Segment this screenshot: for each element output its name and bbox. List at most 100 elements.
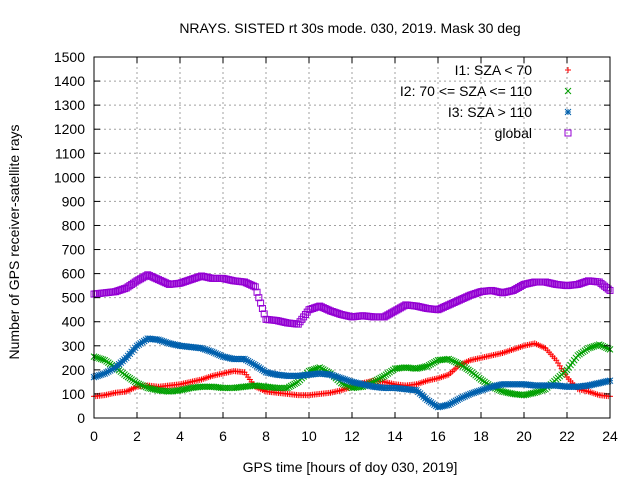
series-4-point [466, 291, 474, 299]
x-tick-label: 8 [262, 428, 270, 444]
y-tick-label: 500 [62, 290, 86, 306]
series-4-point [434, 306, 442, 314]
series-2-point [425, 361, 433, 369]
series-4-point [180, 278, 188, 286]
series-4-point [473, 289, 481, 297]
series-1 [91, 340, 613, 400]
series-2-point [534, 388, 542, 395]
series-4-point [113, 287, 121, 295]
series-2-point [97, 355, 105, 363]
series-4-point [140, 273, 148, 281]
series-2-point [422, 363, 429, 371]
series-4-point [583, 277, 591, 285]
series-2-point [379, 373, 386, 381]
legend-marker [564, 87, 572, 95]
legend-entry: I2: 70 <= SZA <= 110 [400, 83, 572, 99]
series-4-point [443, 302, 451, 310]
y-tick-label: 700 [62, 242, 86, 258]
series-4-point [181, 277, 189, 285]
series-4-point [574, 280, 582, 288]
series-2-point [285, 383, 293, 391]
y-tick-label: 1500 [54, 49, 85, 65]
series-4-point [459, 294, 467, 302]
series-4-point [441, 302, 449, 310]
x-tick-label: 2 [133, 428, 141, 444]
series-4-point [242, 279, 250, 287]
series-4-point [244, 280, 252, 288]
legend-label: global [495, 125, 532, 141]
series-2-point [597, 342, 605, 349]
series-2-point [139, 382, 146, 389]
series-2-point [431, 358, 438, 366]
y-tick-label: 900 [62, 193, 86, 209]
series-4-point [300, 313, 308, 321]
series-2-point [316, 364, 324, 371]
series-4-point [294, 320, 302, 328]
series-4-point [189, 275, 197, 283]
series-4-point [178, 279, 186, 287]
series-4-point [196, 273, 204, 281]
series-4-point [328, 308, 336, 316]
series-4-point [518, 281, 526, 289]
series-2-point [427, 360, 435, 368]
series-4-point [142, 272, 150, 280]
y-tick-label: 200 [62, 362, 86, 378]
series-4-point [307, 305, 315, 313]
series-4-point [158, 277, 166, 285]
series-2-point [585, 344, 592, 352]
series-4-point [251, 283, 259, 291]
series-4-point [183, 277, 191, 285]
series-4-point [436, 305, 444, 313]
series-4-point [149, 273, 157, 281]
series-2-point [99, 356, 107, 363]
series-4-point [312, 303, 320, 311]
series-2-point [445, 355, 453, 363]
series-2-point [375, 375, 383, 383]
series-4-point [472, 289, 480, 297]
series-4-point [119, 285, 127, 293]
y-tick-label: 1100 [55, 145, 85, 161]
series-2-point [595, 341, 603, 348]
series-2-point [586, 344, 594, 351]
series-2-point [432, 357, 440, 365]
series-4-point [153, 275, 161, 283]
series-4 [90, 271, 614, 328]
x-tick-label: 6 [219, 428, 227, 444]
series-4-point [296, 318, 304, 326]
y-tick-label: 1000 [54, 169, 85, 185]
y-tick-label: 100 [62, 386, 86, 402]
series-2-point [345, 382, 352, 390]
x-tick-label: 20 [516, 428, 532, 444]
series-4-point [301, 311, 309, 319]
y-tick-label: 800 [62, 217, 86, 233]
series-4-point [450, 298, 458, 306]
y-tick-label: 300 [62, 338, 86, 354]
series-4-point [438, 304, 446, 312]
series-4-point [112, 288, 119, 296]
series-4-point [122, 284, 130, 292]
series-4-point [327, 307, 334, 315]
legend-marker [564, 129, 572, 137]
series-4-point [457, 295, 465, 303]
series-4-point [147, 272, 155, 280]
legend-entry: I1: SZA < 70 [455, 62, 571, 78]
series-2-point [133, 379, 141, 387]
y-tick-label: 400 [62, 314, 86, 330]
series-2-point [287, 382, 295, 390]
series-4-point [163, 280, 171, 288]
series-4-point [310, 304, 318, 312]
series-4-point [160, 278, 168, 286]
series-4-point [463, 293, 471, 301]
series-2-point [533, 388, 540, 396]
series-4-point [249, 282, 257, 290]
series-4-point [298, 315, 306, 323]
x-tick-label: 0 [90, 428, 98, 444]
series-2-point [318, 365, 325, 372]
series-4-point [330, 308, 338, 316]
legend-entry: global [495, 125, 572, 141]
series-2-point [454, 359, 462, 367]
series-4-point [258, 304, 266, 312]
grid [94, 57, 610, 418]
